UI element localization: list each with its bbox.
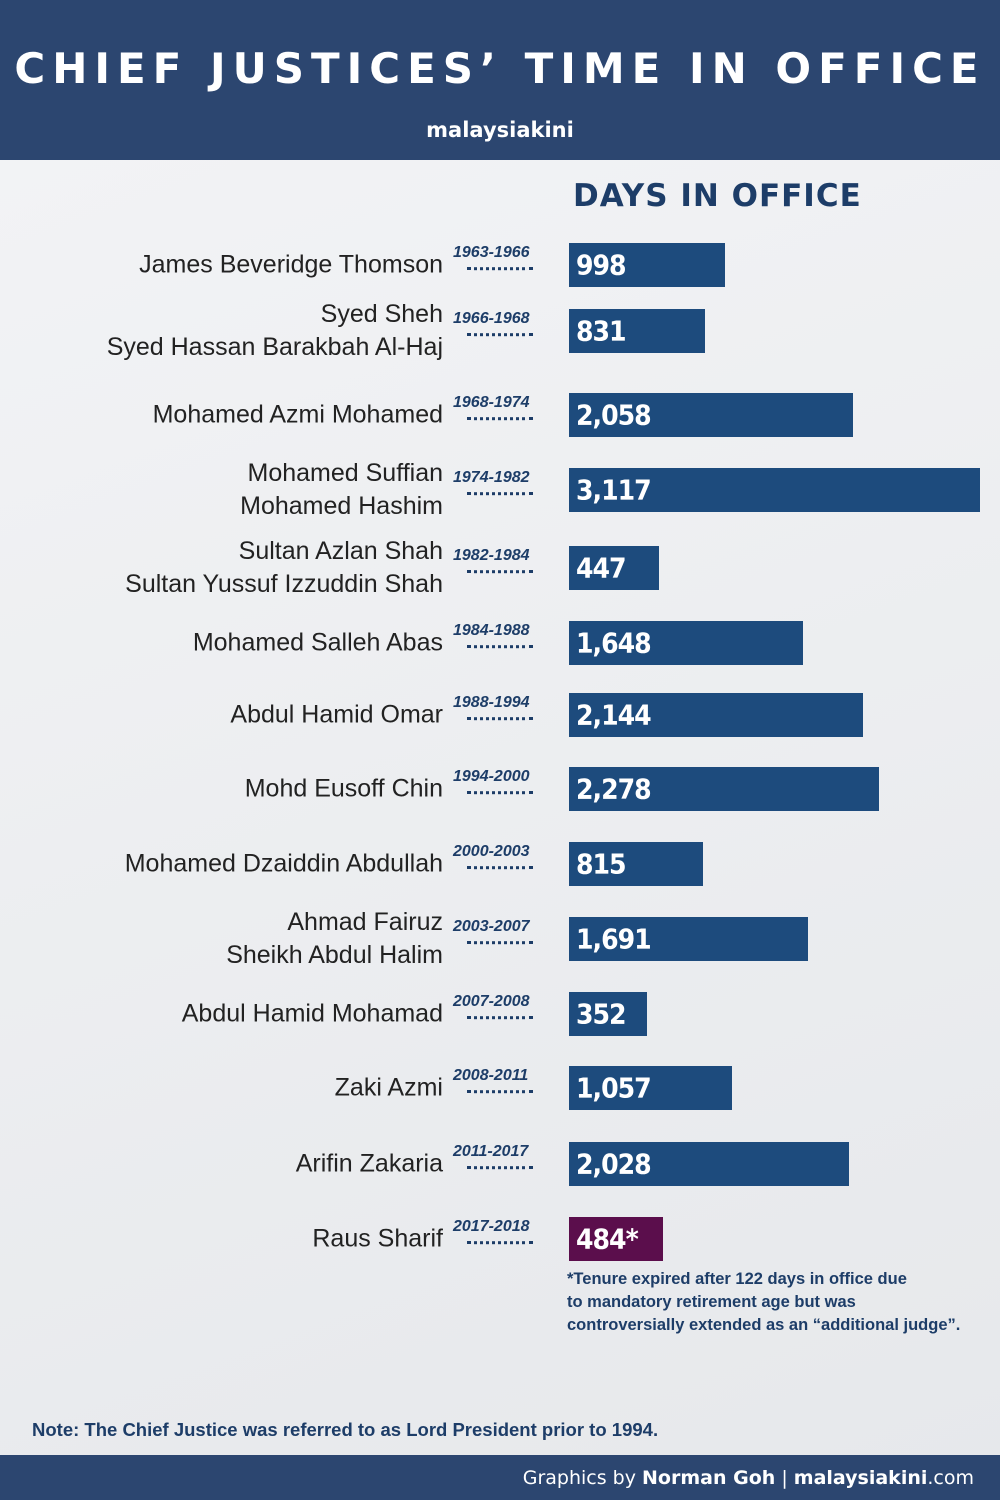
category-label: Abdul Hamid Mohamad: [181, 999, 443, 1028]
category-label: Syed Sheh Syed Hassan Barakbah Al-Haj: [106, 300, 443, 361]
bar: [569, 546, 659, 590]
category-label: Ahmad Fairuz Sheikh Abdul Halim: [226, 908, 443, 969]
category-label: Mohamed Salleh Abas: [192, 628, 443, 657]
site: malaysiakini: [793, 1467, 928, 1489]
note: Note: The Chief Justice was referred to …: [32, 1419, 659, 1440]
period-label: 2000-2003: [453, 843, 549, 869]
category-label: Zaki Azmi: [334, 1073, 443, 1102]
header-band: CHIEF JUSTICES’ TIME IN OFFICE malaysiak…: [0, 0, 1000, 160]
value-label: 2,278: [576, 772, 652, 806]
separator: |: [781, 1467, 788, 1489]
period-label: 1984-1988: [453, 622, 549, 648]
period-label: 1974-1982: [453, 469, 549, 495]
author: Norman Goh: [642, 1467, 776, 1489]
value-label: 998: [576, 248, 627, 282]
value-label: 1,057: [576, 1071, 652, 1105]
period-label: 2011-2017: [453, 1143, 549, 1169]
value-label: 447: [576, 551, 627, 585]
category-label: Mohamed Dzaiddin Abdullah: [124, 849, 443, 878]
bar: [569, 842, 704, 886]
bar: [569, 992, 648, 1036]
category-label: Mohd Eusoff Chin: [244, 774, 443, 803]
value-label: 2,144: [576, 698, 652, 732]
value-label: 352: [576, 997, 627, 1031]
bar: [569, 917, 809, 961]
bar: [569, 767, 880, 811]
value-label: 831: [576, 314, 627, 348]
period-label: 1963-1966: [453, 244, 549, 270]
period-label: 2008-2011: [453, 1067, 549, 1093]
bar: [569, 1217, 664, 1261]
category-label: Arifin Zakaria: [295, 1149, 443, 1178]
period-label: 1982-1984: [453, 547, 549, 573]
value-label: 815: [576, 847, 627, 881]
category-label: Abdul Hamid Omar: [230, 700, 443, 729]
category-label: Mohamed Suffian Mohamed Hashim: [240, 459, 443, 520]
value-label: 1,648: [576, 626, 652, 660]
credit-prefix: Graphics by: [522, 1467, 636, 1489]
period-label: 2007-2008: [453, 993, 549, 1019]
category-label: Mohamed Azmi Mohamed: [152, 400, 443, 429]
period-label: 1968-1974: [453, 394, 549, 420]
category-label: James Beveridge Thomson: [139, 250, 443, 279]
bar: [569, 468, 980, 512]
value-label: 2,028: [576, 1147, 652, 1181]
category-label: Sultan Azlan Shah Sultan Yussuf Izzuddin…: [125, 537, 443, 598]
period-label: 1966-1968: [453, 310, 549, 336]
bar: [569, 393, 853, 437]
title: CHIEF JUSTICES’ TIME IN OFFICE: [14, 44, 986, 93]
value-label: 3,117: [576, 473, 652, 507]
footer-band: Graphics by Norman Goh | malaysiakini.co…: [0, 1455, 1000, 1500]
value-label: 1,691: [576, 922, 652, 956]
value-label: 2,058: [576, 398, 652, 432]
period-label: 2003-2007: [453, 918, 549, 944]
period-label: 1988-1994: [453, 694, 549, 720]
category-label: Raus Sharif: [312, 1224, 443, 1253]
value-label: 484*: [576, 1222, 639, 1256]
bar: [569, 1066, 733, 1110]
period-label: 2017-2018: [453, 1218, 549, 1244]
bar: [569, 243, 726, 287]
credit: Graphics by Norman Goh | malaysiakini.co…: [523, 1467, 974, 1489]
bar: [569, 621, 804, 665]
chart-title: DAYS IN OFFICE: [573, 178, 862, 214]
bar: [569, 1142, 849, 1186]
bar: [569, 693, 863, 737]
brand: malaysiakini: [426, 118, 574, 142]
domain: .com: [927, 1467, 974, 1489]
footnote: *Tenure expired after 122 days in office…: [567, 1270, 961, 1334]
bar: [569, 309, 706, 353]
period-label: 1994-2000: [453, 768, 549, 794]
